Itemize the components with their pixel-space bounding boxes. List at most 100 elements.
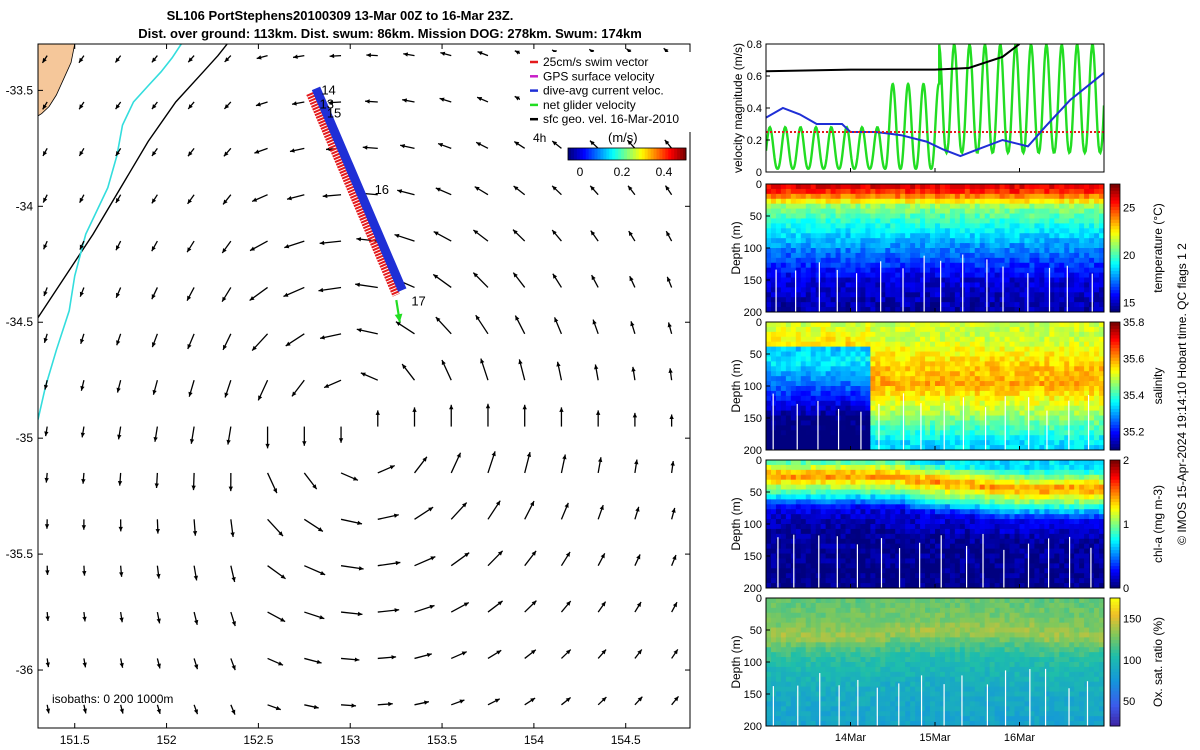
section-cell — [969, 267, 976, 274]
legend-colorbar-cell — [576, 148, 581, 160]
section-cell — [935, 425, 941, 431]
sfc-velocity-arrow — [286, 194, 305, 201]
section-cell — [855, 366, 862, 372]
section-cell — [905, 257, 911, 264]
sfc-velocity-arrow — [267, 565, 286, 580]
sfc-velocity-arrow-head — [480, 358, 485, 364]
section-cell — [1049, 390, 1055, 397]
section-cell — [805, 499, 812, 505]
section-cell — [805, 420, 812, 426]
section-cell — [850, 208, 857, 215]
section-cell — [845, 405, 852, 412]
section-cell — [805, 386, 812, 392]
section-cell — [770, 538, 777, 545]
section-cell — [984, 238, 991, 244]
section-cell — [840, 361, 847, 367]
section-cell — [1029, 415, 1036, 422]
section-cell — [1089, 415, 1095, 422]
section-cell — [915, 282, 921, 288]
section-cell — [935, 336, 941, 343]
section-cell — [790, 184, 797, 190]
section-cell — [979, 184, 986, 190]
section-cell — [845, 213, 852, 220]
section-cell — [785, 533, 792, 540]
section-cell — [1054, 243, 1060, 249]
section-cell — [895, 267, 901, 274]
sfc-velocity-arrow-head — [496, 650, 502, 655]
section-cell — [925, 381, 931, 387]
sfc-velocity-arrow-head — [456, 452, 461, 458]
section-cell — [915, 356, 921, 362]
sfc-velocity-arrow-head — [250, 246, 256, 251]
section-cell — [875, 356, 881, 362]
section-cell — [1004, 257, 1011, 264]
section-cell — [825, 400, 832, 407]
sfc-velocity-arrow — [230, 611, 236, 627]
section-cell — [810, 553, 817, 560]
section-cell — [935, 302, 941, 308]
section-cell — [845, 326, 852, 333]
section-cell — [910, 188, 916, 195]
section-cell — [795, 578, 802, 584]
section-cell — [1089, 381, 1095, 387]
section-cell — [810, 188, 817, 195]
section-cell — [825, 524, 832, 530]
section-cell — [1094, 366, 1100, 372]
section-cell — [860, 390, 867, 397]
section-cell — [1099, 386, 1104, 392]
section-cell — [1069, 248, 1075, 254]
sfc-velocity-arrow-head — [552, 141, 558, 146]
section-cell — [825, 504, 832, 510]
section-cell — [974, 307, 981, 312]
section-cell — [875, 331, 881, 338]
section-cell — [1004, 228, 1011, 234]
section-cell — [939, 287, 946, 293]
section-cell — [885, 405, 891, 412]
section-cell — [855, 410, 862, 417]
section-cell — [855, 415, 862, 422]
section-cell — [905, 351, 911, 358]
section-cell — [825, 415, 832, 422]
section-cell — [984, 331, 991, 338]
section-cell — [1029, 223, 1036, 229]
section-cell — [1069, 415, 1075, 422]
sfc-velocity-arrow-head — [117, 480, 123, 486]
section-cell — [875, 203, 881, 210]
sfc-velocity-arrow — [79, 287, 85, 297]
section-cell — [795, 228, 802, 234]
sfc-velocity-arrow-head — [530, 698, 536, 703]
section-cell — [989, 420, 996, 426]
section-cell — [969, 435, 976, 441]
section-cell — [974, 322, 981, 328]
section-cell — [969, 371, 976, 377]
section-cell — [885, 292, 891, 298]
section-cell — [766, 479, 772, 486]
section-cell — [994, 386, 1001, 392]
section-cell — [855, 208, 862, 215]
section-cell — [984, 430, 991, 436]
section-cell — [785, 292, 792, 298]
section-cell — [766, 248, 772, 254]
section-cell — [890, 326, 896, 333]
section-cell — [880, 390, 886, 397]
map-xtick-label: 153.5 — [427, 733, 457, 747]
sfc-velocity-arrow-head — [352, 476, 358, 481]
sfc-velocity-arrow — [284, 240, 305, 249]
section-cell — [1074, 346, 1080, 353]
section-cell — [810, 528, 817, 535]
section-cell — [1074, 272, 1080, 279]
section-cell — [795, 198, 802, 205]
section-cell — [880, 386, 886, 392]
section-cell — [860, 243, 867, 249]
section-cell — [795, 267, 802, 274]
section-cell — [1034, 287, 1040, 293]
section-cell — [900, 233, 906, 239]
section-cell — [954, 336, 961, 343]
section-cell — [890, 203, 896, 210]
section-cell — [1019, 386, 1026, 392]
section-cell — [850, 248, 857, 254]
section-cell — [1039, 361, 1045, 367]
section-cell — [1069, 243, 1075, 249]
sfc-velocity-arrow-head — [627, 140, 633, 146]
section-cell — [915, 228, 921, 234]
